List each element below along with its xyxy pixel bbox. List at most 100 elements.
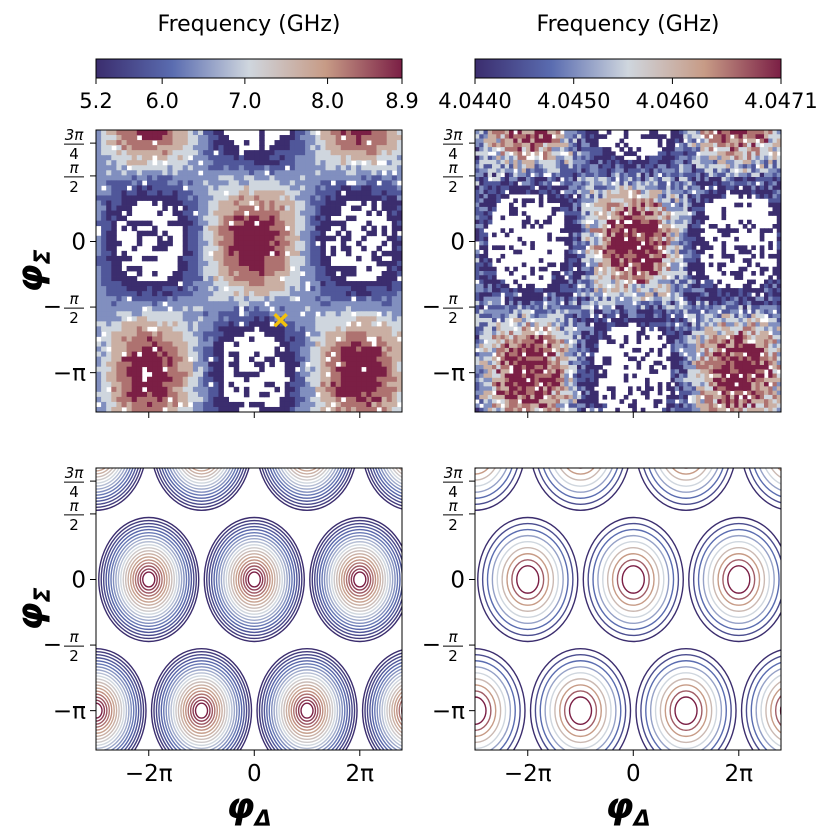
- heatmap-cell: [116, 361, 122, 368]
- heatmap-cell: [649, 253, 654, 259]
- heatmap-cell: [636, 168, 642, 174]
- heatmap-cell: [279, 301, 286, 307]
- heatmap-cell: [274, 200, 280, 206]
- heatmap-cell: [289, 366, 296, 373]
- heatmap-cell: [330, 155, 337, 161]
- heatmap-cell: [560, 159, 565, 165]
- heatmap-cell: [320, 140, 326, 146]
- heatmap-cell: [371, 406, 377, 412]
- heatmap-cell: [564, 258, 569, 263]
- heatmap-cell: [653, 172, 659, 178]
- heatmap-cell: [704, 275, 710, 280]
- heatmap-cell: [636, 262, 642, 268]
- heatmap-cell: [192, 215, 199, 222]
- heatmap-cell: [602, 296, 608, 302]
- colorbar-tick-label: 8.0: [311, 89, 344, 113]
- heatmap-cell: [543, 134, 548, 139]
- heatmap-cell: [492, 292, 497, 298]
- heatmap-cell: [335, 281, 342, 287]
- heatmap-cell: [131, 326, 138, 332]
- heatmap-cell: [254, 311, 260, 317]
- heatmap-cell: [203, 396, 209, 403]
- heatmap-cell: [177, 200, 184, 206]
- heatmap-cell: [167, 276, 173, 282]
- heatmap-cell: [249, 401, 255, 408]
- colorbar-right-gradient: [474, 58, 782, 79]
- heatmap-cell: [203, 326, 209, 332]
- heatmap-cell: [233, 281, 240, 287]
- heatmap-cell: [351, 396, 357, 403]
- heatmap-cell: [152, 341, 158, 347]
- heatmap-cell: [366, 311, 372, 317]
- heatmap-cell: [555, 142, 561, 148]
- heatmap-cell: [755, 262, 761, 268]
- heatmap-cell: [284, 366, 291, 373]
- heatmap-cell: [167, 155, 173, 161]
- heatmap-cell: [274, 155, 280, 161]
- heatmap-cell: [330, 321, 337, 327]
- heatmap-cell: [772, 292, 778, 298]
- heatmap-cell: [606, 155, 612, 161]
- heatmap-cell: [167, 160, 173, 166]
- heatmap-cell: [366, 150, 372, 156]
- heatmap-cell: [725, 283, 731, 289]
- heatmap-cell: [700, 198, 705, 204]
- heatmap-cell: [198, 150, 204, 156]
- heatmap-cell: [228, 401, 235, 408]
- heatmap-cell: [479, 296, 484, 302]
- heatmap-cell: [496, 155, 501, 161]
- heatmap-cell: [351, 326, 357, 332]
- heatmap-cell: [243, 326, 250, 332]
- heatmap-cell: [657, 138, 663, 144]
- heatmap-cell: [589, 159, 595, 165]
- heatmap-cell: [182, 260, 189, 267]
- heatmap-cell: [243, 311, 250, 317]
- heatmap-cell: [203, 336, 209, 342]
- heatmap-cell: [619, 198, 625, 204]
- heatmap-cell: [768, 142, 773, 148]
- heatmap-cell: [381, 331, 388, 337]
- heatmap-cell: [386, 336, 393, 342]
- heatmap-cell: [738, 245, 744, 251]
- heatmap-cell: [386, 265, 393, 272]
- heatmap-cell: [691, 262, 697, 268]
- heatmap-cell: [177, 165, 184, 171]
- heatmap-cell: [500, 245, 506, 251]
- heatmap-cell: [300, 351, 306, 358]
- heatmap-cell: [310, 351, 316, 358]
- heatmap-cell: [572, 224, 578, 229]
- heatmap-cell: [157, 401, 163, 408]
- heatmap-cell: [572, 262, 578, 268]
- heatmap-cell: [361, 401, 367, 408]
- heatmap-cell: [228, 165, 235, 171]
- heatmap-cell: [487, 130, 493, 135]
- heatmap-cell: [136, 396, 143, 403]
- heatmap-cell: [203, 260, 209, 267]
- heatmap-cell: [530, 288, 535, 293]
- heatmap-cell: [500, 138, 506, 144]
- heatmap-cell: [526, 215, 531, 221]
- heatmap-cell: [500, 134, 506, 139]
- heatmap-cell: [657, 228, 663, 233]
- heatmap-cell: [585, 206, 591, 212]
- heatmap-cell: [101, 255, 107, 262]
- heatmap-cell: [742, 130, 748, 135]
- heatmap-cell: [598, 258, 603, 263]
- heatmap-cell: [679, 164, 684, 169]
- heatmap-cell: [208, 260, 214, 267]
- heatmap-cell: [187, 316, 194, 322]
- heatmap-cell: [776, 219, 781, 225]
- heatmap-cell: [674, 211, 680, 216]
- heatmap-cell: [386, 366, 393, 373]
- heatmap-cell: [361, 245, 367, 252]
- heatmap-cell: [572, 271, 578, 276]
- heatmap-cell: [479, 130, 484, 135]
- heatmap-cell: [152, 225, 158, 232]
- heatmap-cell: [585, 172, 591, 178]
- heatmap-cell: [101, 346, 107, 352]
- heatmap-cell: [238, 331, 245, 337]
- heatmap-cell: [274, 225, 280, 232]
- heatmap-cell: [345, 286, 352, 292]
- heatmap-cell: [259, 391, 265, 398]
- heatmap-cell: [101, 401, 107, 408]
